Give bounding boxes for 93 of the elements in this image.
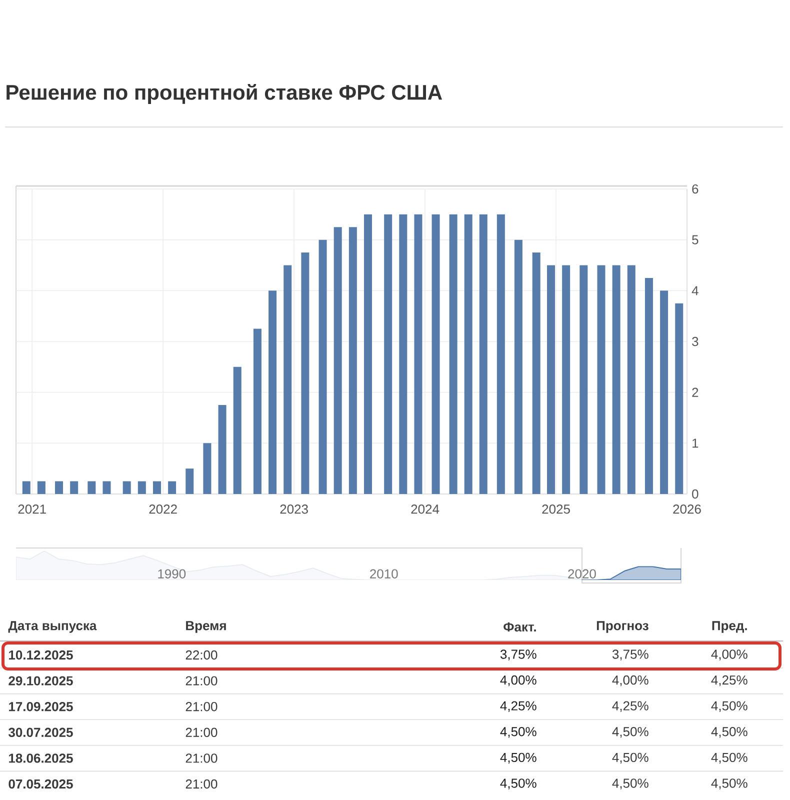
bar	[70, 481, 78, 494]
text: 4,50%	[500, 778, 536, 790]
bar	[268, 290, 277, 494]
text: 22:00	[186, 650, 218, 660]
bar	[364, 214, 372, 494]
text: Время	[186, 621, 226, 633]
y-tick-label: 3	[692, 336, 698, 346]
bar	[384, 214, 392, 494]
text: 21:00	[186, 754, 218, 763]
bar	[675, 303, 684, 494]
bar	[55, 481, 64, 494]
bar	[168, 481, 176, 494]
text: 21:00	[186, 728, 218, 737]
bar	[233, 366, 242, 494]
y-tick-label: 1	[692, 438, 698, 448]
text: 4,50%	[711, 727, 748, 738]
bar	[334, 227, 342, 494]
x-tick-label: 2010	[370, 569, 398, 578]
text: Пред.	[712, 621, 747, 633]
text: 4,00%	[612, 675, 648, 686]
y-tick-label: 2	[692, 388, 698, 397]
text: 4,50%	[612, 752, 648, 764]
text: 4,25%	[500, 701, 536, 712]
y-tick-label: 0	[692, 489, 698, 499]
text: 10.12.2025	[9, 650, 73, 660]
text: 30.07.2025	[8, 728, 73, 738]
text: 3,75%	[500, 650, 536, 660]
bar	[122, 481, 131, 494]
text: 4,50%	[500, 752, 536, 764]
bar	[348, 227, 357, 494]
text: 4,50%	[711, 701, 748, 712]
bar	[464, 214, 472, 494]
bar	[414, 214, 422, 494]
bar	[218, 405, 226, 494]
bar	[186, 468, 194, 494]
bar	[496, 214, 505, 494]
text: 21:00	[186, 702, 218, 712]
bar	[644, 278, 653, 494]
bar	[562, 265, 570, 494]
x-tick-label: 1990	[158, 569, 186, 578]
y-tick-label: 5	[692, 235, 698, 244]
bar	[627, 265, 636, 494]
y-tick-label: 6	[692, 184, 698, 194]
x-tick-label: 2026	[673, 504, 701, 514]
text: Прогноз	[596, 621, 648, 633]
text: 17.09.2025	[9, 702, 73, 712]
bar	[22, 481, 30, 494]
x-tick-label: 2022	[149, 504, 177, 514]
bar	[301, 252, 310, 494]
bar	[547, 265, 556, 494]
bar	[37, 481, 46, 494]
bar	[203, 443, 212, 494]
text: 07.05.2025	[8, 779, 73, 789]
bar	[102, 481, 111, 494]
bar	[514, 240, 522, 494]
bar	[479, 214, 488, 494]
text: 4,50%	[612, 727, 648, 738]
bar	[597, 265, 606, 494]
bar	[449, 214, 458, 494]
bar	[318, 240, 327, 494]
y-tick-label: 4	[692, 286, 698, 296]
text: 18.06.2025	[9, 754, 73, 763]
text: 4,00%	[711, 650, 748, 660]
text: 21:00	[186, 676, 218, 686]
bar	[88, 481, 96, 494]
text: Факт.	[504, 622, 536, 632]
text: 4,50%	[711, 778, 748, 790]
bar	[612, 265, 620, 494]
bar	[399, 214, 408, 494]
text: 4,25%	[711, 675, 748, 686]
bar	[580, 265, 588, 494]
text: 21:00	[186, 779, 218, 789]
x-tick-label: 2024	[411, 504, 440, 514]
bar	[138, 481, 146, 494]
bar	[532, 252, 540, 494]
x-tick-label: 2023	[280, 504, 308, 514]
bar	[432, 214, 440, 494]
chart-title: Решение по процентной ставке ФРС США	[6, 84, 442, 104]
x-tick-label: 2021	[18, 504, 46, 514]
bar	[284, 265, 292, 494]
text: 4,00%	[500, 675, 536, 686]
text: 4,50%	[500, 727, 536, 738]
x-tick-label: 2025	[542, 504, 570, 514]
text: 29.10.2025	[8, 676, 73, 686]
bar	[152, 481, 161, 494]
bar	[660, 290, 668, 494]
text: 4,50%	[711, 752, 748, 764]
text: 4,50%	[612, 778, 648, 790]
text: 4,25%	[612, 701, 648, 712]
text: Дата выпуска	[8, 621, 97, 633]
x-tick-label: 2020	[568, 569, 596, 578]
text: 3,75%	[612, 650, 648, 660]
bar	[253, 328, 262, 494]
